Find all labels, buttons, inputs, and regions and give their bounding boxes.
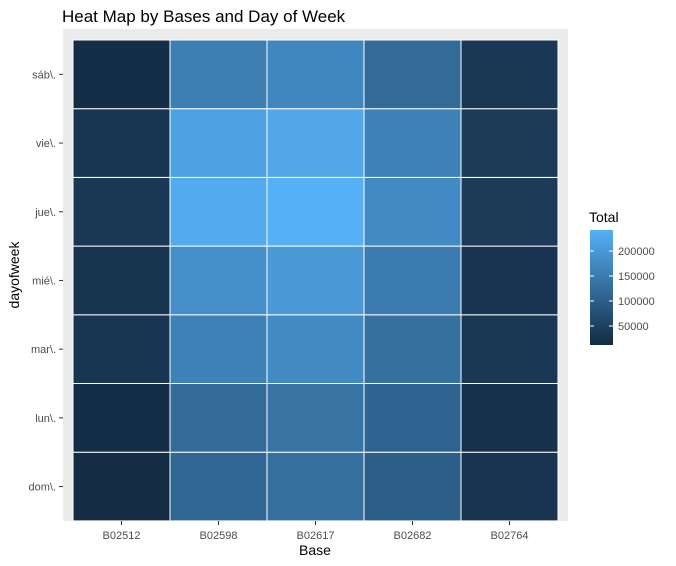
heatmap-cell — [72, 108, 171, 178]
heatmap-cell — [266, 39, 365, 110]
heatmap-cell — [169, 245, 268, 316]
x-tick-label: B02764 — [491, 530, 529, 542]
heatmap-cell — [266, 383, 365, 453]
heatmap-cell — [169, 108, 268, 178]
heatmap-cell — [72, 383, 171, 453]
heatmap-cell — [460, 383, 559, 453]
y-tick-label: dom\. — [28, 482, 56, 494]
y-tick-label: jue\. — [34, 207, 56, 219]
x-tick-label: B02682 — [394, 530, 432, 542]
y-axis-title: dayofweek — [6, 241, 22, 309]
x-axis-title: Base — [299, 542, 331, 558]
y-tick-label: mié\. — [32, 275, 56, 287]
legend-colorbar — [590, 230, 613, 345]
legend-title: Total — [589, 209, 619, 225]
legend-tick-label: 150000 — [618, 271, 655, 283]
heatmap-cell — [460, 176, 559, 247]
heatmap-cell — [169, 176, 268, 247]
heatmap-tiles — [72, 39, 559, 522]
heatmap-cell — [363, 176, 462, 247]
heatmap-cell — [363, 383, 462, 453]
heatmap-cell — [363, 108, 462, 178]
legend-tick-label: 200000 — [618, 246, 655, 258]
chart-title: Heat Map by Bases and Day of Week — [62, 7, 346, 26]
heatmap-cell — [266, 451, 365, 522]
legend-ticks: 50000 100000 150000 200000 — [590, 246, 655, 333]
heatmap-cell — [460, 451, 559, 522]
y-tick-label: mar\. — [31, 344, 56, 356]
y-tick-label: sáb\. — [32, 69, 56, 81]
x-tick-label: B02617 — [297, 530, 335, 542]
heatmap-cell — [363, 245, 462, 316]
heatmap-cell — [266, 108, 365, 178]
heatmap-cell — [72, 176, 171, 247]
heatmap-cell — [266, 245, 365, 316]
heatmap-cell — [169, 314, 268, 384]
heatmap-cell — [460, 108, 559, 178]
legend-tick-label: 100000 — [618, 296, 655, 308]
heatmap-cell — [169, 451, 268, 522]
heatmap-cell — [363, 314, 462, 384]
x-tick-label: B02598 — [200, 530, 238, 542]
heatmap-cell — [460, 314, 559, 384]
heatmap-cell — [72, 39, 171, 110]
x-tick-label: B02512 — [103, 530, 141, 542]
heatmap-cell — [169, 383, 268, 453]
y-tick-label: lun\. — [35, 413, 56, 425]
x-axis-ticks: B02512 B02598 B02617 B02682 B02764 — [103, 521, 529, 542]
heatmap-cell — [460, 39, 559, 110]
heatmap-cell — [363, 451, 462, 522]
heatmap-cell — [72, 245, 171, 316]
color-legend: Total 50000 100000 150000 200000 — [589, 209, 655, 345]
heatmap-cell — [460, 245, 559, 316]
heatmap-cell — [363, 39, 462, 110]
heatmap-cell — [72, 314, 171, 384]
heatmap-cell — [72, 451, 171, 522]
heatmap-cell — [169, 39, 268, 110]
legend-tick-label: 50000 — [618, 321, 649, 333]
y-tick-label: vie\. — [36, 138, 56, 150]
heatmap-cell — [266, 176, 365, 247]
y-axis-ticks: dom\. lun\. mar\. mié\. jue\. vie\. sáb\. — [28, 69, 63, 494]
heatmap-cell — [266, 314, 365, 384]
